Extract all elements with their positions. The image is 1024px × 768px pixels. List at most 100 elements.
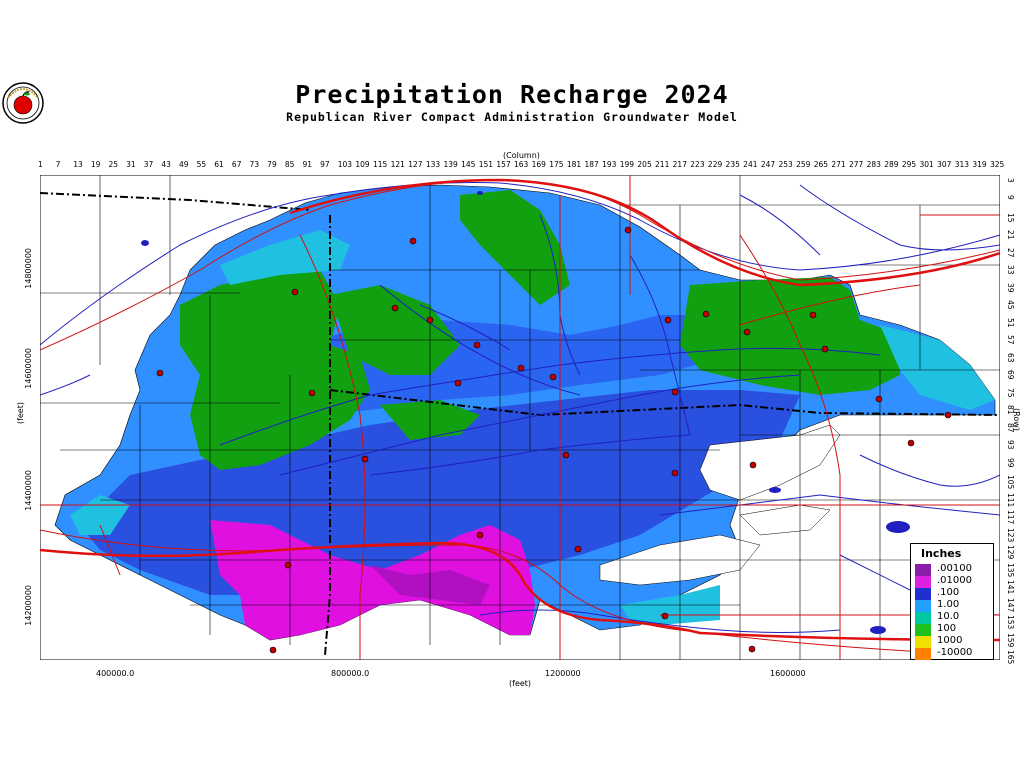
column-tick-label: 25 — [108, 160, 119, 169]
row-tick-label: 45 — [1006, 300, 1015, 310]
legend-entry: -10000 — [915, 647, 989, 660]
x-tick-label: 1200000 — [545, 669, 581, 678]
row-tick-label: 39 — [1006, 282, 1015, 293]
column-tick-label: 157 — [496, 160, 511, 169]
row-tick-label: 111 — [1006, 492, 1015, 507]
column-tick-label: 253 — [778, 160, 793, 169]
column-tick-label: 1 — [38, 160, 43, 169]
x-tick-label: 1600000 — [770, 669, 806, 678]
row-tick-label: 93 — [1006, 440, 1015, 450]
column-tick-label: 31 — [126, 160, 136, 169]
legend-entry: .100 — [915, 587, 989, 600]
column-tick-label: 175 — [549, 160, 564, 169]
legend-label: .100 — [937, 587, 960, 598]
column-tick-label: 127 — [408, 160, 423, 169]
legend-label: 10.0 — [937, 611, 960, 622]
row-tick-label: 69 — [1006, 370, 1015, 380]
row-tick-label: 165 — [1006, 650, 1015, 665]
column-tick-label: 193 — [602, 160, 617, 169]
column-tick-label: 73 — [249, 160, 260, 169]
column-tick-label: 295 — [901, 160, 917, 169]
column-tick-label: 265 — [813, 160, 829, 169]
column-tick-label: 277 — [848, 160, 864, 169]
column-tick-label: 199 — [619, 160, 635, 169]
column-tick-label: 289 — [884, 160, 899, 169]
row-tick-label: 33 — [1006, 265, 1015, 275]
row-tick-label: 99 — [1006, 457, 1015, 468]
column-tick-label: 19 — [90, 160, 101, 169]
column-tick-label: 43 — [161, 160, 171, 169]
legend-entry: 10.0 — [915, 611, 989, 624]
column-tick-label: 121 — [390, 160, 405, 169]
legend-label: .01000 — [937, 575, 972, 586]
row-tick-label: 141 — [1006, 580, 1015, 595]
column-tick-label: 283 — [866, 160, 881, 169]
column-tick-label: 241 — [743, 160, 758, 169]
legend-entry: 1.00 — [915, 599, 989, 612]
x-axis-label: (feet) — [509, 679, 532, 688]
column-tick-label: 109 — [355, 160, 370, 169]
row-tick-label: 123 — [1006, 527, 1015, 542]
column-tick-label: 217 — [672, 160, 687, 169]
column-tick-label: 205 — [637, 160, 652, 169]
column-tick-label: 163 — [514, 160, 529, 169]
column-tick-label: 133 — [425, 160, 441, 169]
column-tick-label: 259 — [796, 160, 811, 169]
row-tick-label: 9 — [1006, 195, 1015, 201]
column-tick-label: 37 — [143, 160, 154, 169]
legend-swatch — [915, 636, 931, 648]
column-tick-label: 211 — [655, 160, 670, 169]
column-tick-label: 7 — [55, 160, 61, 169]
column-tick-label: 91 — [302, 160, 312, 169]
legend-swatch — [915, 612, 931, 624]
row-tick-label: 3 — [1006, 178, 1015, 183]
legend-swatch — [915, 576, 931, 588]
column-tick-label: 115 — [372, 160, 388, 169]
row-tick-label: 21 — [1006, 230, 1015, 240]
recharge-map — [39, 174, 1001, 661]
row-tick-label: 153 — [1006, 615, 1015, 630]
column-tick-label: 307 — [937, 160, 952, 169]
column-tick-label: 55 — [196, 160, 207, 169]
row-tick-label: 129 — [1006, 545, 1015, 560]
y-tick-label: 14600000 — [24, 348, 33, 389]
legend-entry: 100 — [915, 623, 989, 636]
legend-entry: .00100 — [915, 563, 989, 576]
x-tick-label: 800000.0 — [331, 669, 370, 678]
column-tick-label: 97 — [320, 160, 330, 169]
row-tick-label: 57 — [1006, 335, 1015, 345]
legend-label: 1000 — [937, 635, 963, 646]
column-tick-label: 79 — [267, 160, 277, 169]
legend-swatch — [915, 600, 931, 612]
row-tick-label: 117 — [1006, 510, 1015, 525]
row-tick-label: 15 — [1006, 212, 1015, 223]
column-tick-label: 181 — [566, 160, 582, 169]
column-tick-label: 139 — [443, 160, 458, 169]
map-subtitle: Republican River Compact Administration … — [286, 110, 738, 124]
row-tick-label: 63 — [1006, 352, 1015, 363]
row-tick-label: 75 — [1006, 387, 1015, 398]
column-tick-label: 13 — [73, 160, 83, 169]
column-tick-label: 169 — [531, 160, 546, 169]
row-tick-label: 87 — [1006, 422, 1015, 433]
y-tick-label: 14200000 — [24, 585, 33, 626]
legend-label: .00100 — [937, 563, 972, 574]
column-tick-label: 49 — [179, 160, 189, 169]
column-tick-label: 85 — [284, 160, 295, 169]
column-tick-label: 151 — [478, 160, 494, 169]
legend: Inches .00100 .01000 .100 1.00 10.0 100 … — [910, 543, 994, 660]
row-tick-label: 147 — [1006, 597, 1015, 612]
legend-entry: .01000 — [915, 575, 989, 588]
x-tick-label: 400000.0 — [96, 669, 135, 678]
column-tick-label: 61 — [214, 160, 224, 169]
legend-swatch — [915, 648, 931, 660]
row-tick-label: 27 — [1006, 247, 1015, 258]
map-title: Precipitation Recharge 2024 — [295, 80, 729, 109]
column-axis-label: (Column) — [503, 151, 540, 160]
row-tick-label: 81 — [1006, 405, 1015, 415]
row-axis-label: (Row) — [1012, 408, 1021, 431]
legend-swatch — [915, 588, 931, 600]
row-tick-label: 51 — [1006, 317, 1015, 328]
column-tick-label: 67 — [231, 160, 242, 169]
column-tick-label: 223 — [690, 160, 705, 169]
